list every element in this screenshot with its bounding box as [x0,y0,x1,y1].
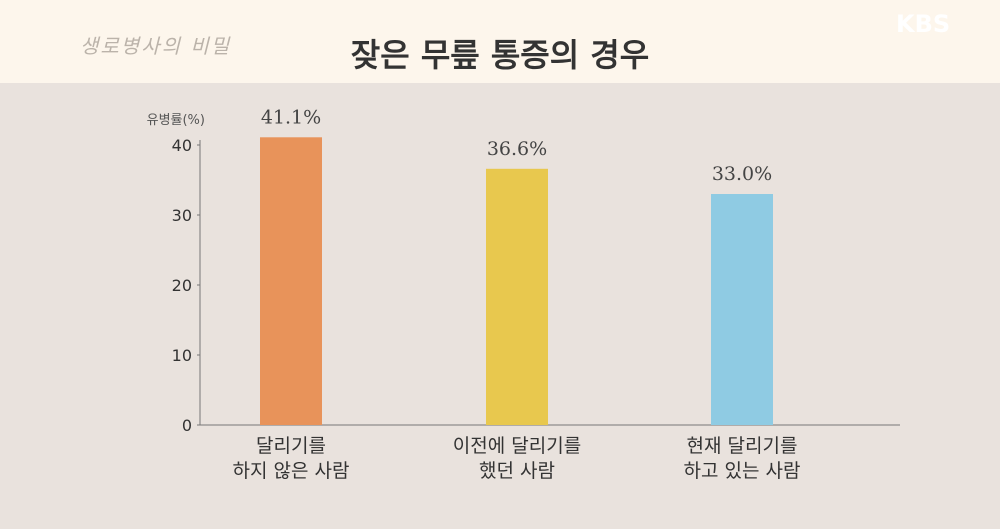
bar [486,168,548,426]
category-label: 달리기를 [256,435,326,457]
category-label: 이전에 달리기를 [453,435,581,457]
broadcaster-logo: KBS [896,10,951,38]
bar [711,194,773,425]
program-logo: 생로병사의 비밀 [80,34,232,58]
y-axis-label: 유병률(%) [147,113,205,128]
category-label: 하지 않은 사람 [233,460,350,482]
category-label: 현재 달리기를 [687,435,798,457]
y-tick-label: 30 [172,206,192,225]
header-band [0,0,1000,83]
y-tick-label: 20 [172,276,192,295]
data-label: 33.0% [712,163,772,185]
category-label: 했던 사람 [479,460,555,482]
y-tick-label: 40 [172,136,192,155]
data-label: 36.6% [487,138,547,160]
bar [260,137,322,426]
chart-title: 잦은 무릎 통증의 경우 [350,36,650,74]
y-tick-label: 10 [172,346,192,365]
y-tick-label: 0 [182,416,192,435]
category-label: 하고 있는 사람 [684,460,801,482]
data-label: 41.1% [261,106,321,128]
